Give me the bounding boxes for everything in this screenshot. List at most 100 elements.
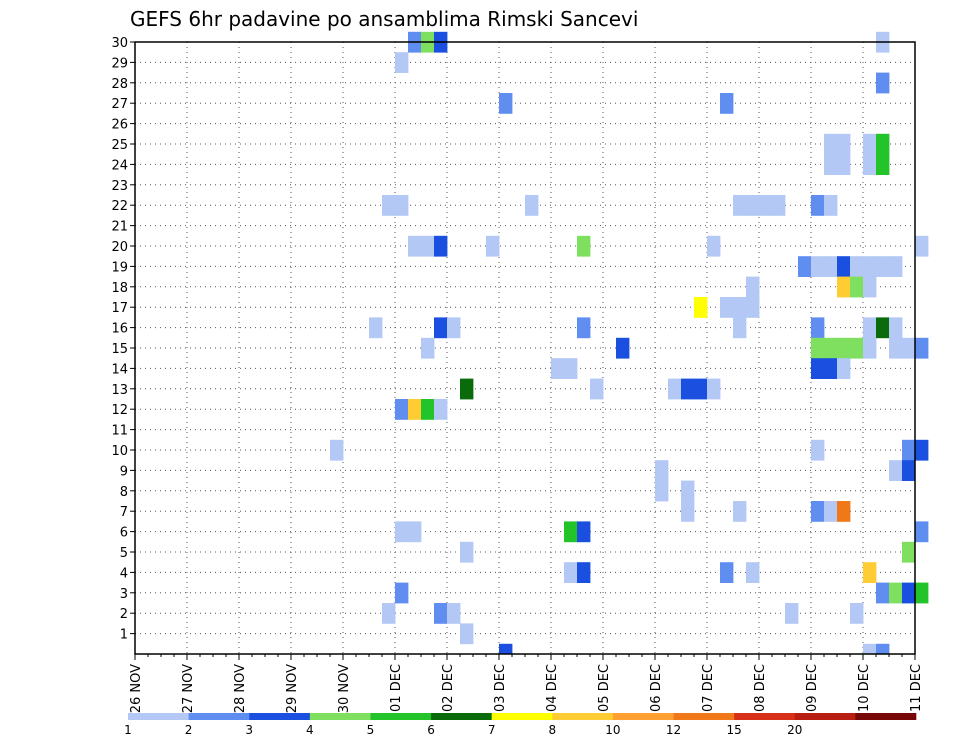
heatmap-cell <box>447 603 461 624</box>
colorbar-swatch <box>309 713 371 720</box>
heatmap-cell <box>889 582 903 604</box>
heatmap-cell <box>824 195 838 216</box>
x-tick-label: 08 DEC <box>753 664 768 712</box>
heatmap-cell <box>408 235 422 257</box>
heatmap-cell <box>720 562 734 583</box>
heatmap-cell <box>915 582 929 604</box>
heatmap-cell <box>850 603 864 624</box>
heatmap-cell <box>850 276 864 298</box>
heatmap-cell <box>499 643 513 655</box>
heatmap-cell <box>707 378 721 400</box>
y-tick-label: 15 <box>111 342 128 357</box>
y-tick-label: 27 <box>111 97 128 112</box>
heatmap-cell <box>811 439 825 461</box>
colorbar-label: 12 <box>666 723 681 737</box>
heatmap-cell <box>811 317 825 339</box>
colorbar-label: 7 <box>488 723 496 737</box>
heatmap-cell <box>889 256 903 277</box>
heatmap-cell <box>772 195 786 216</box>
colorbar-swatch <box>128 713 189 720</box>
heatmap-cell <box>876 317 890 339</box>
heatmap-cell <box>421 399 435 420</box>
heatmap-cell <box>837 133 851 155</box>
y-tick-label: 6 <box>120 526 128 541</box>
heatmap-cell <box>460 378 474 400</box>
heatmap-cell <box>902 582 916 604</box>
heatmap-cell <box>681 480 695 502</box>
heatmap-cell <box>460 541 474 563</box>
heatmap-cell <box>811 195 825 216</box>
heatmap-cell <box>915 235 929 257</box>
heatmap-cell <box>746 562 760 583</box>
x-tick-label: 09 DEC <box>805 664 820 712</box>
heatmap-cell <box>863 337 877 359</box>
colorbar-label: 6 <box>427 723 435 737</box>
heatmap-cell <box>863 256 877 277</box>
x-tick-label: 06 DEC <box>649 664 664 712</box>
grid-lines <box>134 41 916 654</box>
y-tick-label: 16 <box>111 322 128 337</box>
heatmap-cell <box>811 337 825 359</box>
x-tick-label: 04 DEC <box>545 664 560 712</box>
heatmap-cell <box>863 643 877 655</box>
heatmap-cell <box>681 378 695 400</box>
heatmap-cell <box>746 297 760 318</box>
colorbar-swatch <box>370 713 432 720</box>
y-tick-label: 12 <box>111 403 128 418</box>
y-tick-label: 24 <box>111 158 128 173</box>
y-tick-label: 23 <box>111 179 128 194</box>
heatmap-cell <box>681 501 695 522</box>
heatmap-cell <box>564 562 578 583</box>
heatmap-cell <box>785 603 799 624</box>
heatmap-cell <box>694 297 708 318</box>
heatmap-cell <box>551 358 565 379</box>
heatmap-cell <box>733 501 747 522</box>
heatmap-cell <box>577 562 591 583</box>
heatmap-cell <box>824 256 838 277</box>
y-tick-label: 28 <box>111 77 128 92</box>
heatmap-cell <box>811 256 825 277</box>
heatmap-cell <box>837 276 851 298</box>
heatmap-cell <box>486 235 500 257</box>
heatmap-cell <box>421 337 435 359</box>
y-tick-label: 25 <box>111 138 128 153</box>
y-tick-label: 17 <box>111 301 128 316</box>
colorbar-label: 5 <box>367 723 375 737</box>
heatmap-cell <box>902 337 916 359</box>
chart-title: GEFS 6hr padavine po ansamblima Rimski S… <box>130 7 638 31</box>
heatmap-cell <box>837 256 851 277</box>
heatmap-cell <box>382 195 396 216</box>
y-tick-label: 14 <box>111 362 128 377</box>
heatmap-cell <box>863 317 877 339</box>
y-tick-label: 10 <box>111 444 128 459</box>
colorbar-swatch <box>188 713 250 720</box>
x-tick-label: 07 DEC <box>701 664 716 712</box>
heatmap-cell <box>499 93 513 114</box>
heatmap-cell <box>902 439 916 461</box>
x-tick-label: 05 DEC <box>597 664 612 712</box>
heatmap-cell <box>564 358 578 379</box>
heatmap-cell <box>434 317 448 339</box>
heatmap-cell <box>395 52 409 73</box>
heatmap-cell <box>863 562 877 583</box>
colorbar-label: 1 <box>124 723 132 737</box>
heatmap-cell <box>733 317 747 339</box>
heatmap-cell <box>837 358 851 379</box>
heatmap-cell <box>616 337 630 359</box>
y-tick-label: 22 <box>111 199 128 214</box>
y-tick-label: 2 <box>120 607 128 622</box>
x-axis: 26 NOV 27 NOV 28 NOV 29 NOV 30 NOV 01 DEC 02 D… <box>129 654 924 713</box>
heatmap-cell <box>707 235 721 257</box>
colorbar-swatch <box>249 713 311 720</box>
heatmap-cell <box>408 521 422 543</box>
heatmap-cell <box>434 235 448 257</box>
y-tick-label: 9 <box>120 464 128 479</box>
heatmap-cell <box>863 276 877 298</box>
colorbar-swatch <box>855 713 917 720</box>
heatmap-cell <box>889 460 903 481</box>
heatmap-cell <box>330 439 344 461</box>
heatmap-cell <box>746 276 760 298</box>
heatmap-cell <box>811 358 825 379</box>
colorbar-label: 2 <box>185 723 193 737</box>
heatmap-cell <box>733 297 747 318</box>
